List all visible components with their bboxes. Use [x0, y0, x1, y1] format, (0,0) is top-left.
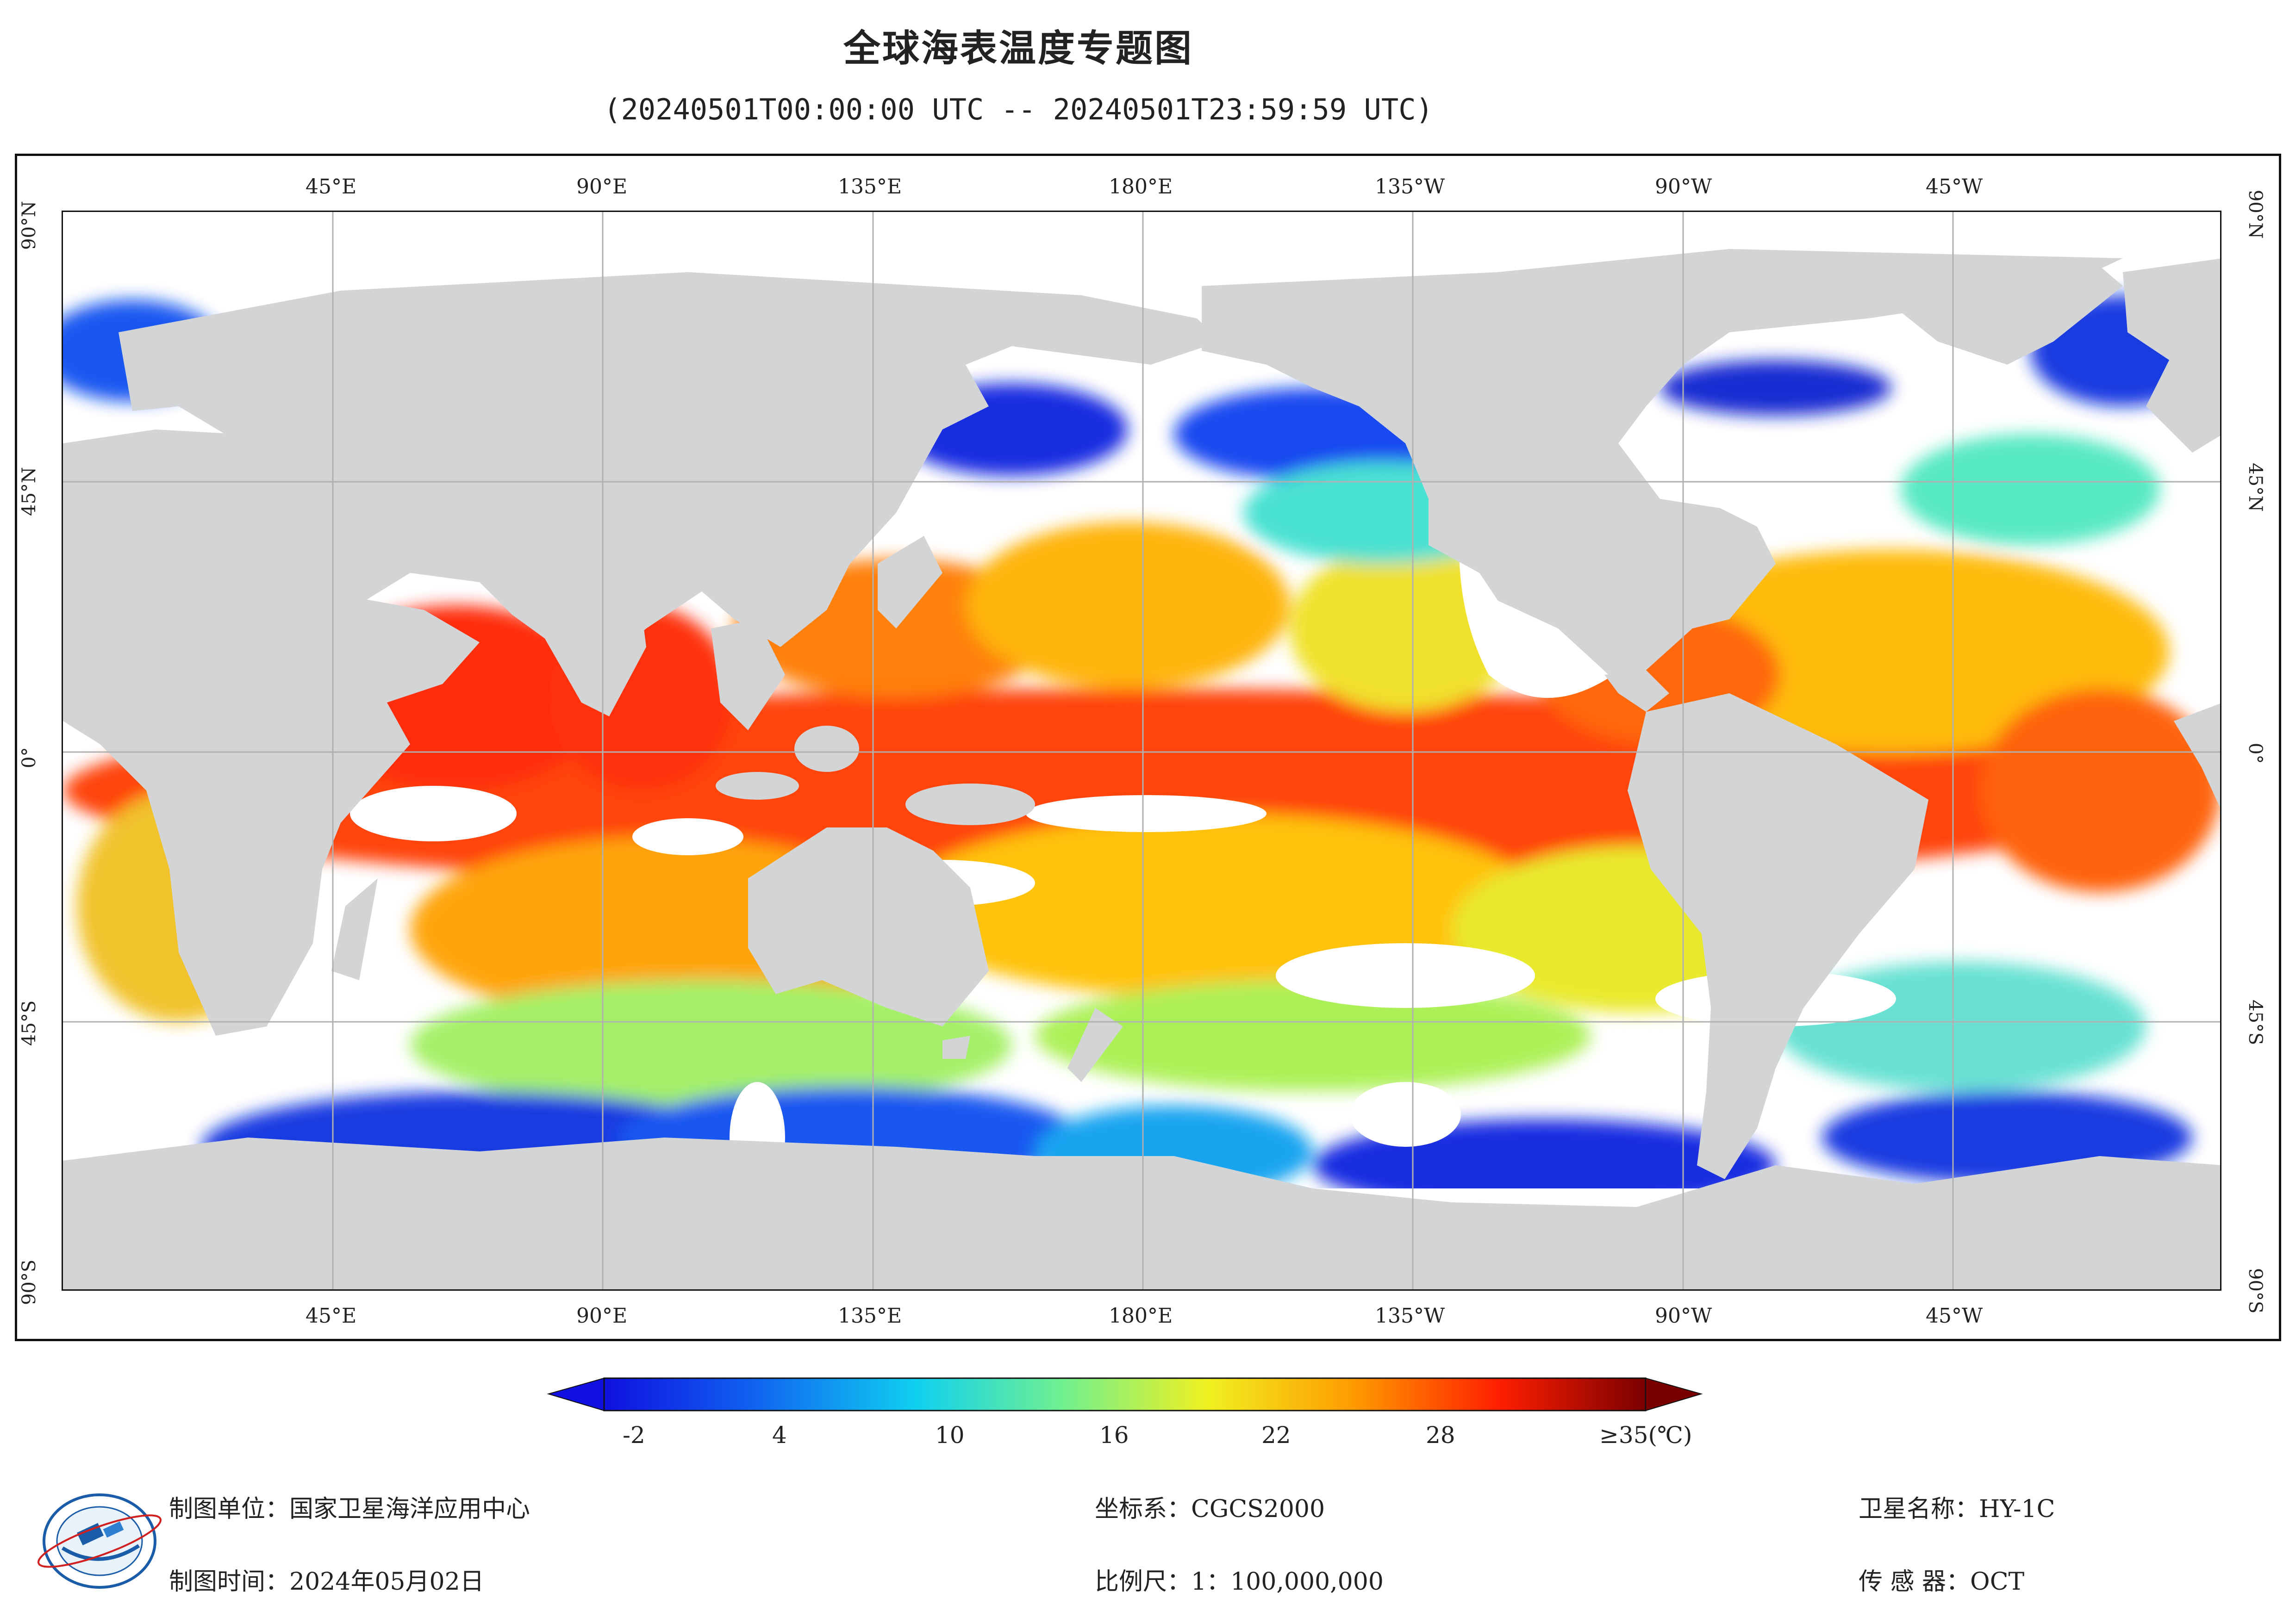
lon-label: 90°E: [576, 1304, 628, 1328]
coordinate-system: 坐标系：CGCS2000: [1095, 1495, 1325, 1523]
sensor-name: 传 感 器：OCT: [1859, 1568, 2025, 1596]
lon-label: 90°W: [1655, 175, 1712, 199]
legend-tick: 28: [1426, 1422, 1455, 1449]
lat-label: 90°S: [2245, 1268, 2266, 1314]
lat-label: 0°: [19, 747, 40, 768]
lon-label: 135°E: [838, 1304, 902, 1328]
satellite-name: 卫星名称：HY-1C: [1859, 1495, 2055, 1523]
lon-label: 135°W: [1375, 1304, 1445, 1328]
map-scale: 比例尺：1：100,000,000: [1095, 1568, 1384, 1596]
map-title: 全球海表温度专题图: [843, 27, 1193, 70]
lat-label: 0°: [2245, 743, 2266, 764]
lon-label: 45°W: [1926, 175, 1983, 199]
legend-tick: 10: [935, 1422, 965, 1449]
time-range: (20240501T00:00:00 UTC -- 20240501T23:59…: [604, 93, 1433, 126]
legend-min-arrow: [547, 1377, 605, 1412]
lon-label: 180°E: [1109, 175, 1173, 199]
legend-tick: -2: [623, 1422, 645, 1449]
lon-label: 180°E: [1109, 1304, 1173, 1328]
color-legend: [547, 1377, 1703, 1412]
legend-tick: 4: [772, 1422, 787, 1449]
color-legend-bar: [547, 1377, 1703, 1412]
lon-label: 90°E: [576, 175, 628, 199]
lon-label: 135°E: [838, 175, 902, 199]
lon-label: 135°W: [1375, 175, 1445, 199]
lat-label: 90°N: [2245, 190, 2266, 239]
lon-label: 45°W: [1926, 1304, 1983, 1328]
lon-label: 90°W: [1655, 1304, 1712, 1328]
legend-tick: ≥35(℃): [1599, 1422, 1692, 1449]
lat-label: 45°N: [19, 467, 40, 516]
producer-unit: 制图单位：国家卫星海洋应用中心: [169, 1495, 530, 1523]
nsoas-logo: [37, 1493, 162, 1589]
lat-label: 90°S: [19, 1259, 40, 1305]
lat-label: 45°S: [19, 1000, 40, 1046]
sst-map: [62, 211, 2221, 1291]
lon-label: 45°E: [306, 175, 357, 199]
sst-map-canvas: [63, 212, 2220, 1289]
lat-label: 90°N: [19, 201, 40, 250]
lat-label: 45°N: [2245, 463, 2266, 512]
production-date: 制图时间：2024年05月02日: [169, 1568, 484, 1596]
lat-label: 45°S: [2245, 1000, 2266, 1045]
map-frame: [15, 154, 2281, 1341]
legend-tick: 16: [1099, 1422, 1129, 1449]
legend-max-arrow: [1645, 1377, 1703, 1412]
graticule: [63, 212, 2220, 1289]
lon-label: 45°E: [306, 1304, 357, 1328]
legend-tick: 22: [1261, 1422, 1291, 1449]
